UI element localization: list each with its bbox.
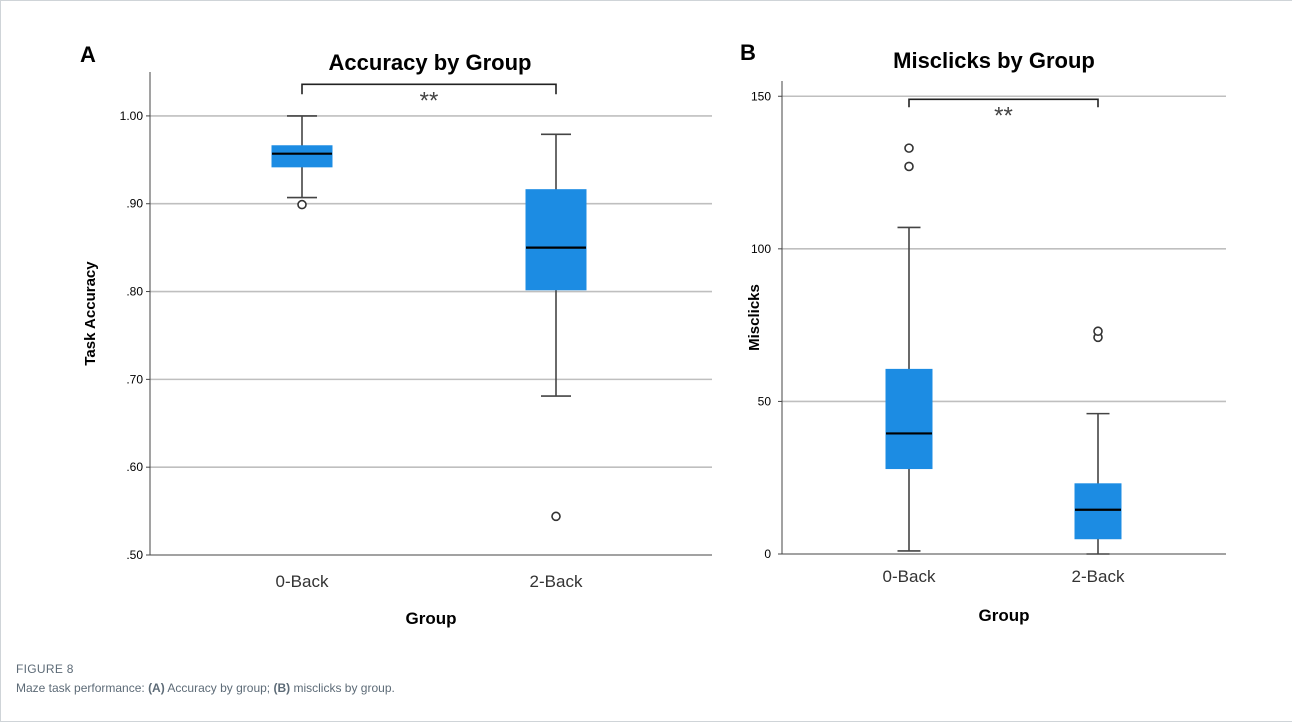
significance-label: ** [994,102,1013,129]
iqr-box [1074,483,1122,540]
y-tick-label: 150 [751,89,771,103]
outlier-point [1093,326,1103,337]
y-tick-label: .80 [126,285,143,299]
y-axis-label: Task Accuracy [82,261,99,366]
x-category-label: 0-Back [883,567,936,586]
y-tick-label: .50 [126,548,143,562]
caption-b-tag: (B) [273,681,291,695]
chart-title: Accuracy by Group [329,50,532,75]
y-tick-label: 0 [764,547,771,561]
y-tick-label: .60 [126,460,143,474]
figure-caption: Maze task performance: (A) Accuracy by g… [16,681,395,695]
chart-title: Misclicks by Group [893,48,1095,73]
x-category-label: 2-Back [1072,567,1125,586]
y-tick-label: 100 [751,242,771,256]
x-axis-label: Group [406,609,457,628]
y-tick-label: .90 [126,197,143,211]
outlier-point [904,143,914,153]
significance-label: ** [420,87,439,114]
y-tick-label: .70 [126,372,143,386]
caption-a-text: Accuracy by group; [164,681,274,695]
panel-label-a: A [80,42,96,67]
iqr-box [525,189,587,291]
y-axis-label: Misclicks [746,284,763,351]
misclicks-boxplot-panel: B Misclicks by Group 0 50 100 150 Misclicks Gro… [740,40,1226,625]
significance-bracket [908,98,1099,108]
outlier-point [551,511,561,522]
outlier-point [904,161,914,172]
y-tick-label: 1.00 [120,109,144,123]
significance-bracket [301,83,557,95]
x-axis-label: Group [979,606,1030,625]
x-category-label: 2-Back [530,572,583,591]
iqr-box [271,145,333,168]
y-tick-label: 50 [758,394,772,408]
caption-intro: Maze task performance: [16,681,149,695]
outlier-point [297,199,307,210]
iqr-box [885,368,933,470]
caption-a-tag: (A) [148,681,165,695]
panel-label-b: B [740,40,756,65]
x-category-label: 0-Back [276,572,329,591]
figure-label: FIGURE 8 [16,662,74,676]
accuracy-boxplot-panel: A Accuracy by Group .50 .60 .70 .80 .90 1.00 Tas… [80,42,712,628]
caption-b-text: misclicks by group. [290,681,395,695]
